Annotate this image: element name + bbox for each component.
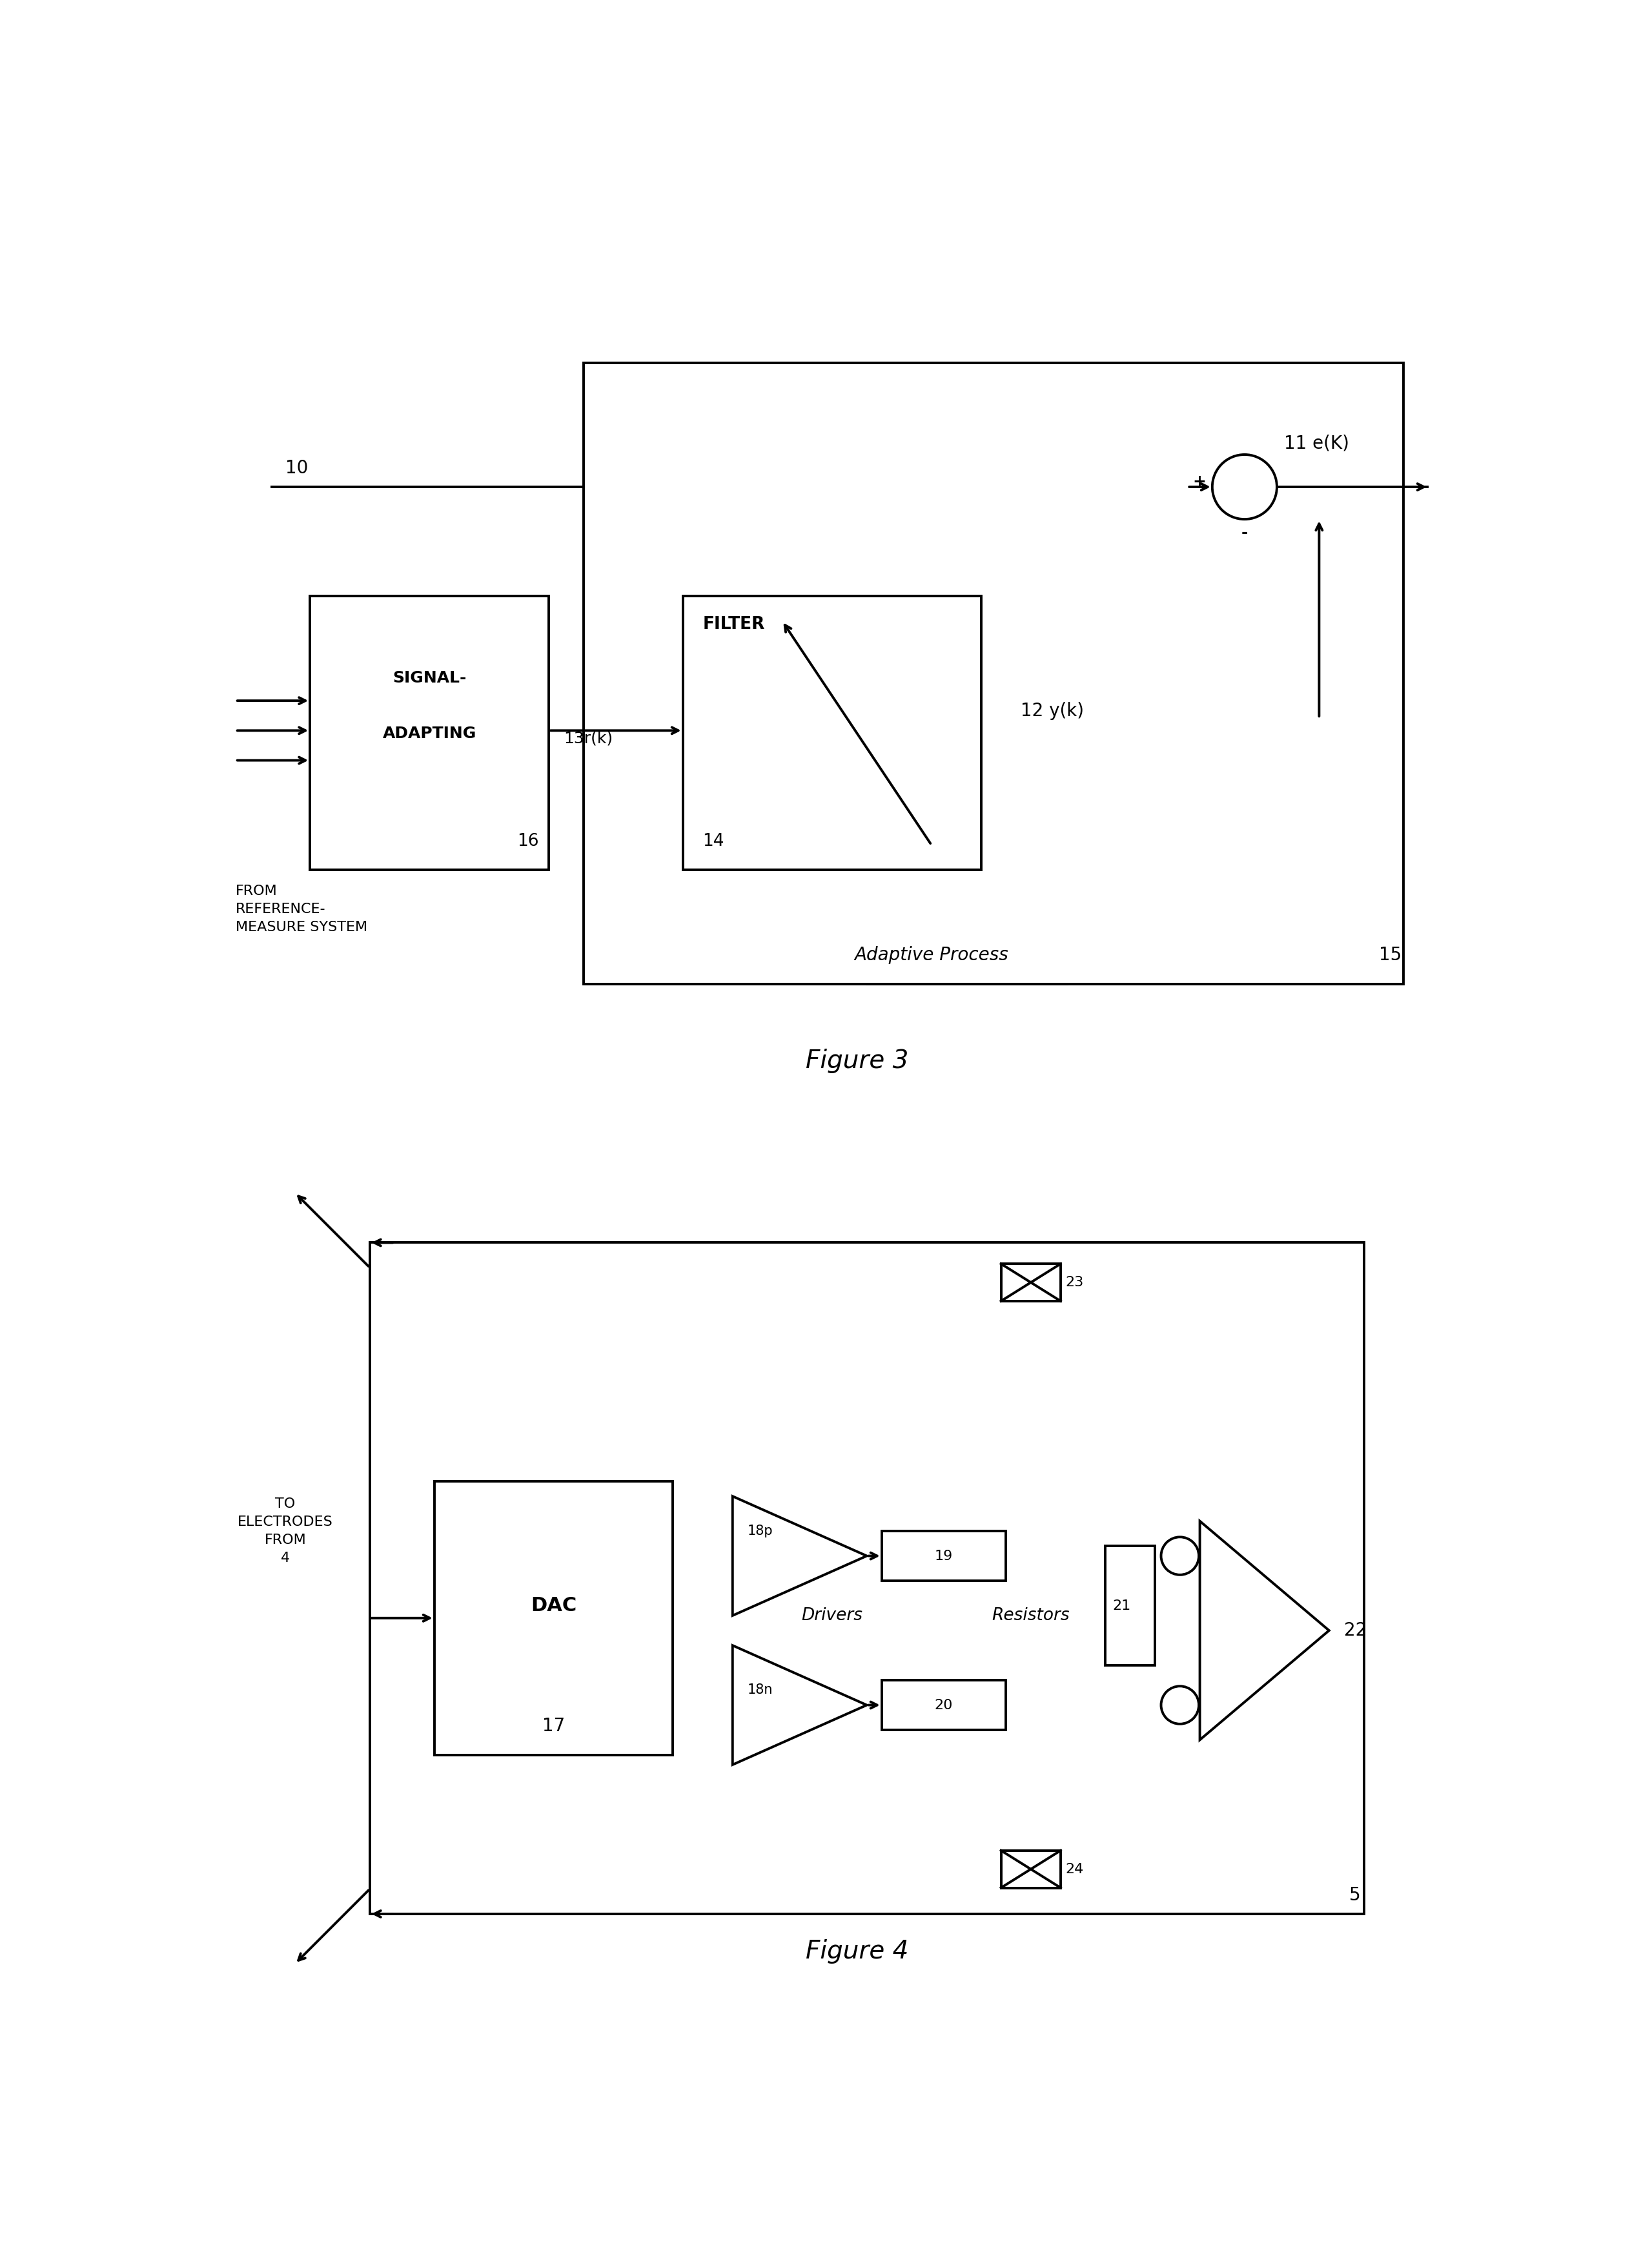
Text: ADAPTING: ADAPTING [382, 725, 476, 741]
Text: TO
ELECTRODES
FROM
4: TO ELECTRODES FROM 4 [238, 1497, 334, 1564]
Text: 15: 15 [1379, 945, 1401, 963]
Polygon shape [732, 1497, 867, 1616]
Text: DAC: DAC [530, 1596, 577, 1614]
Bar [682, 597, 981, 869]
Bar [370, 1243, 1365, 1913]
Text: Figure 4: Figure 4 [806, 1938, 909, 1963]
Text: 24: 24 [1066, 1862, 1084, 1875]
Text: FILTER: FILTER [702, 617, 765, 633]
Text: 19: 19 [935, 1549, 953, 1562]
Circle shape [1161, 1537, 1199, 1576]
Text: +: + [1193, 475, 1206, 491]
Polygon shape [768, 869, 1066, 984]
Text: Adaptive Process: Adaptive Process [854, 945, 1008, 963]
Bar [882, 1679, 1006, 1731]
Text: SIGNAL-: SIGNAL- [393, 671, 466, 687]
Text: 18p: 18p [747, 1524, 773, 1537]
Bar [1001, 1850, 1061, 1889]
Text: 12 y(k): 12 y(k) [1021, 702, 1084, 720]
Text: -: - [1241, 524, 1247, 540]
Bar [583, 362, 1404, 984]
Circle shape [1213, 455, 1277, 520]
Text: 11 e(K): 11 e(K) [1284, 434, 1350, 452]
Text: 18n: 18n [747, 1684, 773, 1697]
Bar [1105, 1546, 1155, 1666]
Text: 23: 23 [1066, 1276, 1084, 1290]
Text: 16: 16 [517, 833, 539, 851]
Text: 21: 21 [1113, 1598, 1132, 1612]
Bar [311, 597, 548, 869]
Text: 20: 20 [935, 1700, 953, 1711]
Circle shape [1161, 1686, 1199, 1724]
Text: Figure 3: Figure 3 [806, 1049, 909, 1074]
Text: 17: 17 [542, 1718, 565, 1736]
Text: 22: 22 [1345, 1621, 1366, 1639]
Bar [882, 1531, 1006, 1580]
Bar [434, 1481, 672, 1756]
Text: 13r(k): 13r(k) [563, 732, 613, 745]
Text: 10: 10 [286, 459, 307, 477]
Bar [1001, 1263, 1061, 1301]
Polygon shape [732, 1645, 867, 1765]
Text: Resistors: Resistors [991, 1607, 1070, 1623]
Text: Drivers: Drivers [801, 1607, 862, 1623]
Polygon shape [1199, 1522, 1330, 1740]
Text: 5: 5 [1350, 1886, 1360, 1904]
Text: FROM
REFERENCE-
MEASURE SYSTEM: FROM REFERENCE- MEASURE SYSTEM [236, 885, 367, 934]
Text: 14: 14 [702, 833, 724, 851]
